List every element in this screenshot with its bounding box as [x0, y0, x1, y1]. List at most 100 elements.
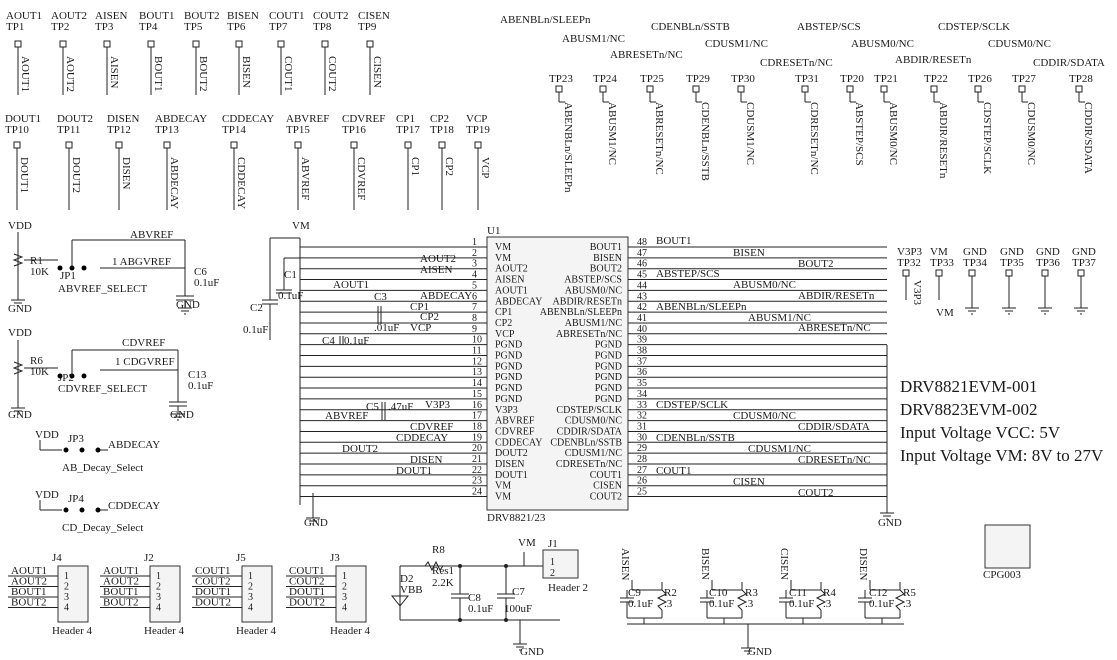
test-point-net-rotated: DISEN — [120, 157, 132, 189]
header-connector — [149, 565, 181, 623]
component-label: .3 — [903, 598, 912, 610]
pin-name: AOUT1 — [495, 285, 528, 296]
test-point-net: ABRESETn/NC — [610, 49, 683, 61]
test-point-icon — [902, 269, 910, 277]
pin-name: ABSTEP/SCS — [564, 275, 622, 286]
component-label: VDD — [8, 327, 32, 339]
test-point-net: CISEN — [358, 10, 390, 22]
test-point-net-rotated: VCP — [479, 157, 491, 178]
test-point-icon — [147, 40, 155, 48]
net-label: CDUSM1/NC — [748, 443, 811, 455]
pin-name: COUT2 — [590, 492, 622, 503]
pin-name: VM — [495, 492, 511, 503]
pin-name: PGND — [595, 372, 622, 383]
test-point-icon — [366, 40, 374, 48]
test-point-net: CP1 — [396, 113, 415, 125]
pin-number: 1 — [472, 237, 477, 248]
header-pin: 1 — [342, 571, 347, 582]
test-point-net: CDVREF — [342, 113, 385, 125]
pin-name: ABUSM0/NC — [565, 285, 623, 296]
component-label: GND — [170, 409, 194, 421]
component-label: 100uF — [504, 603, 532, 615]
pin-name: V3P3 — [495, 405, 518, 416]
pin-number: 21 — [472, 454, 482, 465]
component-label: GND — [176, 299, 200, 311]
test-point-ref: TP6 — [227, 21, 246, 33]
header-net: COUT1 — [289, 565, 324, 577]
component-label: GND — [520, 646, 544, 658]
test-point-icon — [294, 141, 302, 149]
jumper-pin-icon — [79, 447, 85, 453]
pin-number: 36 — [637, 367, 647, 378]
component-label: 0.1uF — [628, 598, 653, 610]
pin-number: 4 — [472, 270, 477, 281]
test-point-icon — [404, 141, 412, 149]
component-label: Header 2 — [548, 582, 588, 594]
header-net: DOUT2 — [289, 597, 325, 609]
pin-number: 38 — [637, 346, 647, 357]
test-point-net-rotated: CDDECAY — [235, 157, 247, 209]
net-label: BOUT1 — [656, 235, 691, 247]
component-label: CDVREF — [122, 337, 165, 349]
pin-number: 26 — [637, 476, 647, 487]
test-point-ref: TP30 — [731, 73, 755, 85]
test-point-net-rotated: ABDIR/RESETn — [937, 102, 949, 179]
test-point-icon — [59, 40, 67, 48]
pin-name: VM — [495, 242, 511, 253]
header-pin: 4 — [64, 603, 69, 614]
test-point-net-rotated: ABENBLn/SLEEPn — [562, 102, 574, 193]
note-text: Input Voltage VCC: 5V — [900, 423, 1061, 442]
header-pin: 3 — [156, 592, 161, 603]
component-label: .3 — [745, 598, 754, 610]
pin-name: VCP — [495, 329, 515, 340]
note-text: DRV8823EVM-002 — [900, 400, 1037, 419]
pin-number: 39 — [637, 335, 647, 346]
test-point-ref: TP3 — [95, 21, 114, 33]
test-point-net: DOUT1 — [5, 113, 41, 125]
test-point-ref: TP28 — [1069, 73, 1093, 85]
test-point-net-rotated: ABVREF — [299, 157, 311, 200]
net-label: CDRESETn/NC — [798, 454, 871, 466]
component-label: J1 — [548, 538, 558, 550]
pin-number: 6 — [472, 291, 477, 302]
net-label: CDDIR/SDATA — [798, 421, 870, 433]
component-label: VM — [292, 220, 310, 232]
jumper-pin-icon — [95, 447, 101, 453]
pin-number: 31 — [637, 421, 647, 432]
test-point-icon — [115, 141, 123, 149]
header-pin: 4 — [156, 603, 161, 614]
pin-name: COUT1 — [590, 470, 622, 481]
pin-name: CP2 — [495, 318, 512, 329]
test-point-net: GND — [1072, 246, 1096, 258]
component-label: AB_Decay_Select — [62, 462, 143, 474]
pin-number: 11 — [472, 346, 482, 357]
header-net: COUT2 — [195, 576, 230, 588]
test-point-net-rotated: COUT1 — [282, 56, 294, 91]
pin-name: CDRESETn/NC — [556, 459, 622, 470]
pin-number: 13 — [472, 367, 482, 378]
pin-name: CP1 — [495, 307, 512, 318]
test-point-net-rotated: CDSTEP/SCLK — [981, 102, 993, 174]
j1-pin: 2 — [550, 568, 555, 579]
component-label: VBB — [400, 584, 423, 596]
header-type: Header 4 — [236, 625, 277, 637]
test-point-net: ABDIR/RESETn — [895, 54, 972, 66]
jumper-pin-icon — [81, 265, 87, 271]
pin-name: CDDIR/SDATA — [557, 426, 623, 437]
net-label: CDUSM0/NC — [733, 410, 796, 422]
test-point-icon — [192, 40, 200, 48]
pin-name: PGND — [595, 361, 622, 372]
component-label: JP3 — [68, 433, 84, 445]
pin-number: 30 — [637, 432, 647, 443]
pin-number: 41 — [637, 313, 647, 324]
component-label: ABVREF_SELECT — [58, 283, 148, 295]
component-label: GND — [748, 646, 772, 658]
pin-number: 28 — [637, 454, 647, 465]
test-point-ref: TP22 — [924, 73, 948, 85]
header-ref: J5 — [236, 552, 246, 564]
pin-name: PGND — [595, 394, 622, 405]
test-point-icon — [1018, 85, 1026, 93]
component-label: GND — [304, 517, 328, 529]
net-label: CISEN — [733, 476, 765, 488]
component-label: C1 — [284, 269, 297, 281]
